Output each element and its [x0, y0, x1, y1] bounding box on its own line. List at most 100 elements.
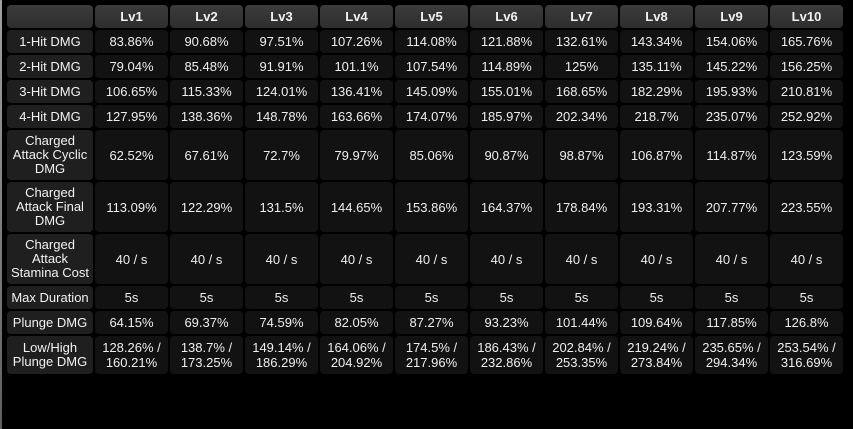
stat-cell: 165.76% — [770, 30, 843, 53]
stat-cell: 122.29% — [170, 182, 243, 232]
table-row: Plunge DMG 64.15% 69.37% 74.59% 82.05% 87.27%… — [7, 311, 843, 334]
stat-cell: 67.61% — [170, 130, 243, 180]
stat-cell: 253.54% / 316.69% — [770, 336, 843, 374]
stat-cell: 5s — [770, 286, 843, 309]
stat-cell: 174.07% — [395, 105, 468, 128]
column-header-lv8: Lv8 — [620, 5, 693, 28]
stat-cell: 125% — [545, 55, 618, 78]
stat-cell: 101.1% — [320, 55, 393, 78]
stat-cell: 145.09% — [395, 80, 468, 103]
stat-cell: 168.65% — [545, 80, 618, 103]
stat-cell: 85.06% — [395, 130, 468, 180]
stat-cell: 90.87% — [470, 130, 543, 180]
table-row: Low/High Plunge DMG 128.26% / 160.21% 138.… — [7, 336, 843, 374]
stat-cell: 144.65% — [320, 182, 393, 232]
column-header-lv10: Lv10 — [770, 5, 843, 28]
row-label: Low/High Plunge DMG — [7, 336, 93, 374]
stat-cell: 218.7% — [620, 105, 693, 128]
row-label: Charged Attack Final DMG — [7, 182, 93, 232]
stat-cell: 97.51% — [245, 30, 318, 53]
stat-cell: 143.34% — [620, 30, 693, 53]
column-header-lv1: Lv1 — [95, 5, 168, 28]
stat-cell: 121.88% — [470, 30, 543, 53]
row-label: Plunge DMG — [7, 311, 93, 334]
stat-cell: 145.22% — [695, 55, 768, 78]
stat-cell: 117.85% — [695, 311, 768, 334]
column-header-lv9: Lv9 — [695, 5, 768, 28]
row-label: 4-Hit DMG — [7, 105, 93, 128]
stat-cell: 69.37% — [170, 311, 243, 334]
stat-cell: 113.09% — [95, 182, 168, 232]
stat-cell: 64.15% — [95, 311, 168, 334]
stat-cell: 223.55% — [770, 182, 843, 232]
stat-cell: 107.26% — [320, 30, 393, 53]
stat-cell: 106.87% — [620, 130, 693, 180]
stat-cell: 138.36% — [170, 105, 243, 128]
stat-cell: 83.86% — [95, 30, 168, 53]
stat-cell: 164.37% — [470, 182, 543, 232]
stat-cell: 79.97% — [320, 130, 393, 180]
table-row: 3-Hit DMG 106.65% 115.33% 124.01% 136.41% 145… — [7, 80, 843, 103]
stat-cell: 40 / s — [170, 234, 243, 284]
stat-cell: 5s — [320, 286, 393, 309]
column-header-lv6: Lv6 — [470, 5, 543, 28]
stat-cell: 163.66% — [320, 105, 393, 128]
stat-cell: 5s — [95, 286, 168, 309]
stat-cell: 135.11% — [620, 55, 693, 78]
stat-cell: 195.93% — [695, 80, 768, 103]
stat-cell: 193.31% — [620, 182, 693, 232]
row-label: Max Duration — [7, 286, 93, 309]
stat-cell: 126.8% — [770, 311, 843, 334]
stat-cell: 136.41% — [320, 80, 393, 103]
stat-cell: 87.27% — [395, 311, 468, 334]
table-row: 4-Hit DMG 127.95% 138.36% 148.78% 163.66% 174… — [7, 105, 843, 128]
corner-cell — [7, 5, 93, 28]
stat-cell: 5s — [620, 286, 693, 309]
stat-cell: 106.65% — [95, 80, 168, 103]
stat-cell: 219.24% / 273.84% — [620, 336, 693, 374]
stat-cell: 131.5% — [245, 182, 318, 232]
stat-cell: 155.01% — [470, 80, 543, 103]
stat-cell: 127.95% — [95, 105, 168, 128]
stat-cell: 174.5% / 217.96% — [395, 336, 468, 374]
stat-cell: 40 / s — [470, 234, 543, 284]
stat-cell: 252.92% — [770, 105, 843, 128]
stat-cell: 85.48% — [170, 55, 243, 78]
stat-cell: 185.97% — [470, 105, 543, 128]
stat-cell: 79.04% — [95, 55, 168, 78]
stat-cell: 90.68% — [170, 30, 243, 53]
stat-cell: 128.26% / 160.21% — [95, 336, 168, 374]
stat-cell: 5s — [695, 286, 768, 309]
row-label: 3-Hit DMG — [7, 80, 93, 103]
stat-cell: 40 / s — [395, 234, 468, 284]
stat-cell: 5s — [395, 286, 468, 309]
table-row: 1-Hit DMG 83.86% 90.68% 97.51% 107.26% 114.08… — [7, 30, 843, 53]
stat-cell: 186.43% / 232.86% — [470, 336, 543, 374]
header-row: Lv1 Lv2 Lv3 Lv4 Lv5 Lv6 Lv7 Lv8 Lv9 Lv10 — [7, 5, 843, 28]
table-body: 1-Hit DMG 83.86% 90.68% 97.51% 107.26% 114.08… — [7, 30, 843, 374]
column-header-lv3: Lv3 — [245, 5, 318, 28]
stat-cell: 74.59% — [245, 311, 318, 334]
stat-cell: 235.65% / 294.34% — [695, 336, 768, 374]
stat-cell: 210.81% — [770, 80, 843, 103]
stat-cell: 107.54% — [395, 55, 468, 78]
stat-cell: 91.91% — [245, 55, 318, 78]
stat-cell: 40 / s — [320, 234, 393, 284]
stat-cell: 114.89% — [470, 55, 543, 78]
stat-cell: 202.34% — [545, 105, 618, 128]
row-label: 1-Hit DMG — [7, 30, 93, 53]
stat-cell: 62.52% — [95, 130, 168, 180]
stat-cell: 235.07% — [695, 105, 768, 128]
stat-cell: 40 / s — [95, 234, 168, 284]
stat-cell: 207.77% — [695, 182, 768, 232]
stat-cell: 72.7% — [245, 130, 318, 180]
stat-cell: 5s — [545, 286, 618, 309]
row-label: Charged Attack Cyclic DMG — [7, 130, 93, 180]
row-label: Charged Attack Stamina Cost — [7, 234, 93, 284]
stat-cell: 114.87% — [695, 130, 768, 180]
stat-cell: 98.87% — [545, 130, 618, 180]
stat-cell: 154.06% — [695, 30, 768, 53]
table-row: Charged Attack Cyclic DMG 62.52% 67.61% 72.… — [7, 130, 843, 180]
